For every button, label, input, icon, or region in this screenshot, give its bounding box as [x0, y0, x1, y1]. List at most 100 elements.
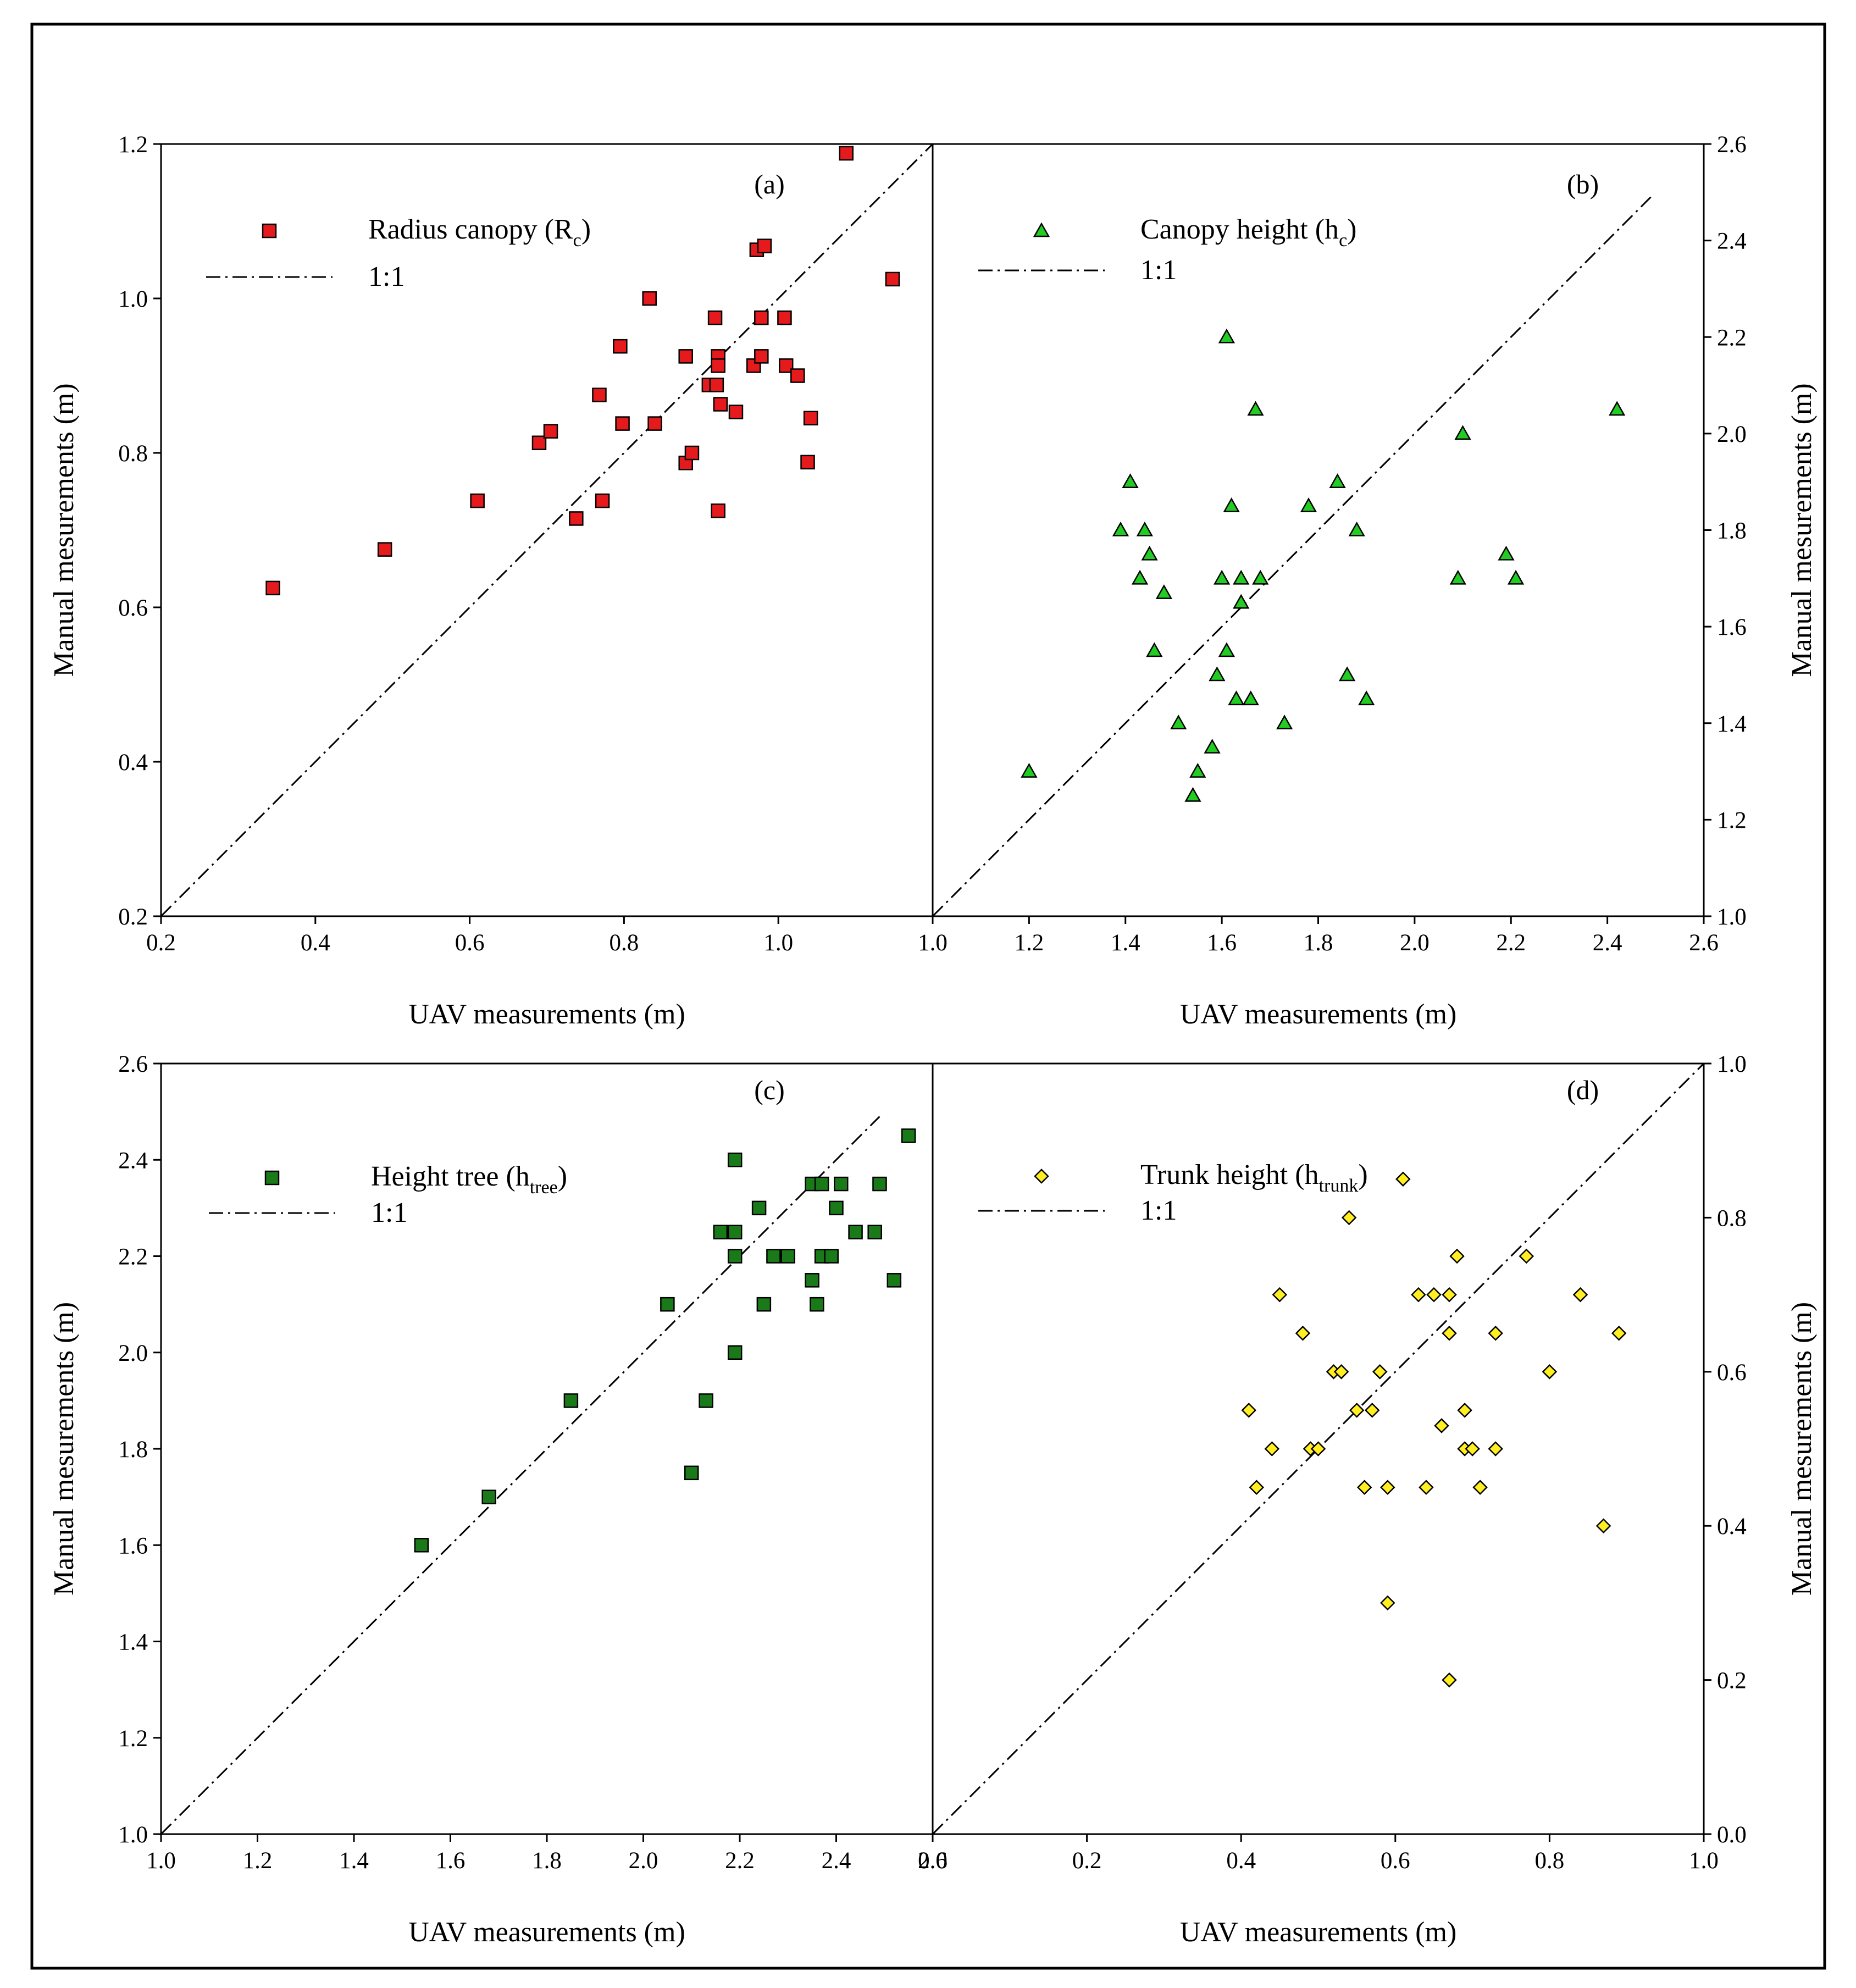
reference-line-1-1 — [932, 1062, 1705, 1835]
data-point — [1155, 584, 1173, 599]
x-tick-label: 1.6 — [436, 1848, 466, 1874]
data-point — [1264, 1441, 1280, 1457]
x-tick-label: 2.6 — [918, 1848, 948, 1874]
data-point — [1338, 666, 1356, 682]
data-point — [1472, 1480, 1488, 1495]
data-point — [1233, 594, 1250, 609]
data-point — [885, 272, 900, 287]
x-tick-label: 1.0 — [1689, 1848, 1719, 1874]
y-axis-label: Manual mesurements (m) — [1786, 1302, 1818, 1596]
figure-frame — [30, 23, 1826, 1970]
data-point — [800, 455, 815, 470]
data-point — [1131, 569, 1149, 585]
panel-tag: (b) — [1567, 169, 1599, 200]
panels: 0.2 0.4 0.6 0.8 1.0 0.2 0.4 0.6 0.8 1.0 1.2 UAV mea… — [48, 132, 1818, 1948]
data-point — [595, 493, 610, 508]
data-point — [1358, 690, 1375, 706]
y-axis-label: Manual mesurements (m) — [48, 1302, 80, 1596]
data-point — [1218, 328, 1236, 344]
data-point — [642, 291, 657, 306]
data-point — [728, 405, 744, 419]
data-point — [684, 1465, 699, 1481]
legend: Canopy height (hc)1:1 — [978, 214, 1356, 286]
y-tick-label: 1.0 — [1717, 1051, 1747, 1077]
x-tick-label: 1.8 — [1304, 930, 1333, 956]
data-point — [829, 1200, 844, 1216]
data-point — [1349, 1403, 1365, 1418]
data-point — [1170, 715, 1187, 729]
data-point — [1241, 1403, 1256, 1418]
y-tick-label: 1.0 — [1717, 904, 1747, 930]
x-tick-label: 0.2 — [1072, 1848, 1102, 1874]
data-point — [727, 1345, 743, 1360]
data-point — [1372, 1364, 1388, 1380]
data-point — [746, 358, 761, 373]
data-point — [810, 1297, 824, 1312]
panel-tag: (c) — [754, 1075, 785, 1105]
x-tick-label: 0.8 — [610, 930, 639, 956]
legend-line-label: 1:1 — [1140, 254, 1177, 286]
legend-line-label: 1:1 — [368, 261, 405, 292]
data-point — [887, 1273, 902, 1288]
data-point — [1426, 1287, 1442, 1303]
panel-d: 0.0 0.2 0.4 0.6 0.8 1.00.00.20.40.60.81.0UAV … — [918, 1051, 1818, 1948]
data-point — [872, 1176, 887, 1192]
data-point — [1209, 666, 1226, 682]
data-point — [1454, 425, 1471, 440]
y-tick-label: 1.4 — [1717, 711, 1747, 737]
data-point — [569, 511, 584, 526]
data-point — [470, 493, 485, 508]
y-tick-label: 1.8 — [118, 1437, 148, 1463]
x-tick-label: 2.0 — [1400, 930, 1430, 956]
x-tick-label: 1.0 — [918, 930, 948, 956]
data-point — [1189, 763, 1206, 778]
data-point — [1449, 1248, 1465, 1264]
y-tick-label: 1.2 — [118, 1726, 148, 1752]
x-tick-label: 2.6 — [1689, 930, 1719, 956]
data-point — [1136, 521, 1153, 536]
y-tick-label: 2.2 — [1717, 325, 1747, 351]
panel-a: 0.2 0.4 0.6 0.8 1.0 0.2 0.4 0.6 0.8 1.0 1.2 UAV mea… — [48, 132, 934, 1030]
x-tick-label: 1.8 — [532, 1848, 562, 1874]
legend-marker — [1034, 1169, 1049, 1184]
legend-marker — [262, 223, 277, 239]
legend-marker — [1033, 222, 1050, 237]
data-point — [757, 239, 772, 253]
data-point — [727, 1225, 743, 1239]
x-tick-label: 2.2 — [1496, 930, 1526, 956]
data-point — [1141, 545, 1158, 561]
panel-b: 1.0 1.2 1.4 1.6 1.8 2.0 2.2 2.4 2.61.01.21.41.61… — [918, 132, 1818, 1030]
x-tick-label: 2.2 — [725, 1848, 755, 1874]
data-point — [1498, 545, 1515, 561]
data-point — [1572, 1287, 1588, 1303]
data-point — [1595, 1518, 1611, 1533]
x-tick-label: 1.0 — [146, 1848, 176, 1874]
y-tick-label: 1.0 — [118, 286, 148, 312]
data-point — [1449, 569, 1466, 585]
data-point — [543, 424, 558, 439]
data-point — [1348, 521, 1365, 536]
data-point — [805, 1273, 819, 1288]
x-tick-label: 2.4 — [1593, 930, 1622, 956]
data-point — [1442, 1287, 1457, 1303]
data-point — [1611, 1325, 1627, 1341]
data-point — [707, 310, 723, 325]
y-tick-label: 0.4 — [118, 750, 148, 776]
data-point — [1295, 1325, 1311, 1341]
legend: Height tree (htree)1:1 — [209, 1161, 567, 1228]
data-point — [727, 1153, 743, 1167]
data-point — [1380, 1595, 1395, 1611]
legend-marker — [264, 1170, 280, 1186]
y-tick-label: 0.2 — [118, 904, 148, 930]
panel-tag: (d) — [1567, 1075, 1599, 1105]
data-point — [699, 1393, 713, 1408]
reference-line-1-1 — [160, 1116, 880, 1835]
data-point — [803, 411, 818, 426]
x-tick-label: 1.6 — [1207, 930, 1237, 956]
legend-series-label: Canopy height (hc) — [1140, 214, 1356, 251]
data-point — [1542, 1364, 1558, 1380]
data-point — [1204, 739, 1221, 754]
legend-line-label: 1:1 — [371, 1197, 407, 1228]
x-tick-label: 0.0 — [918, 1848, 948, 1874]
